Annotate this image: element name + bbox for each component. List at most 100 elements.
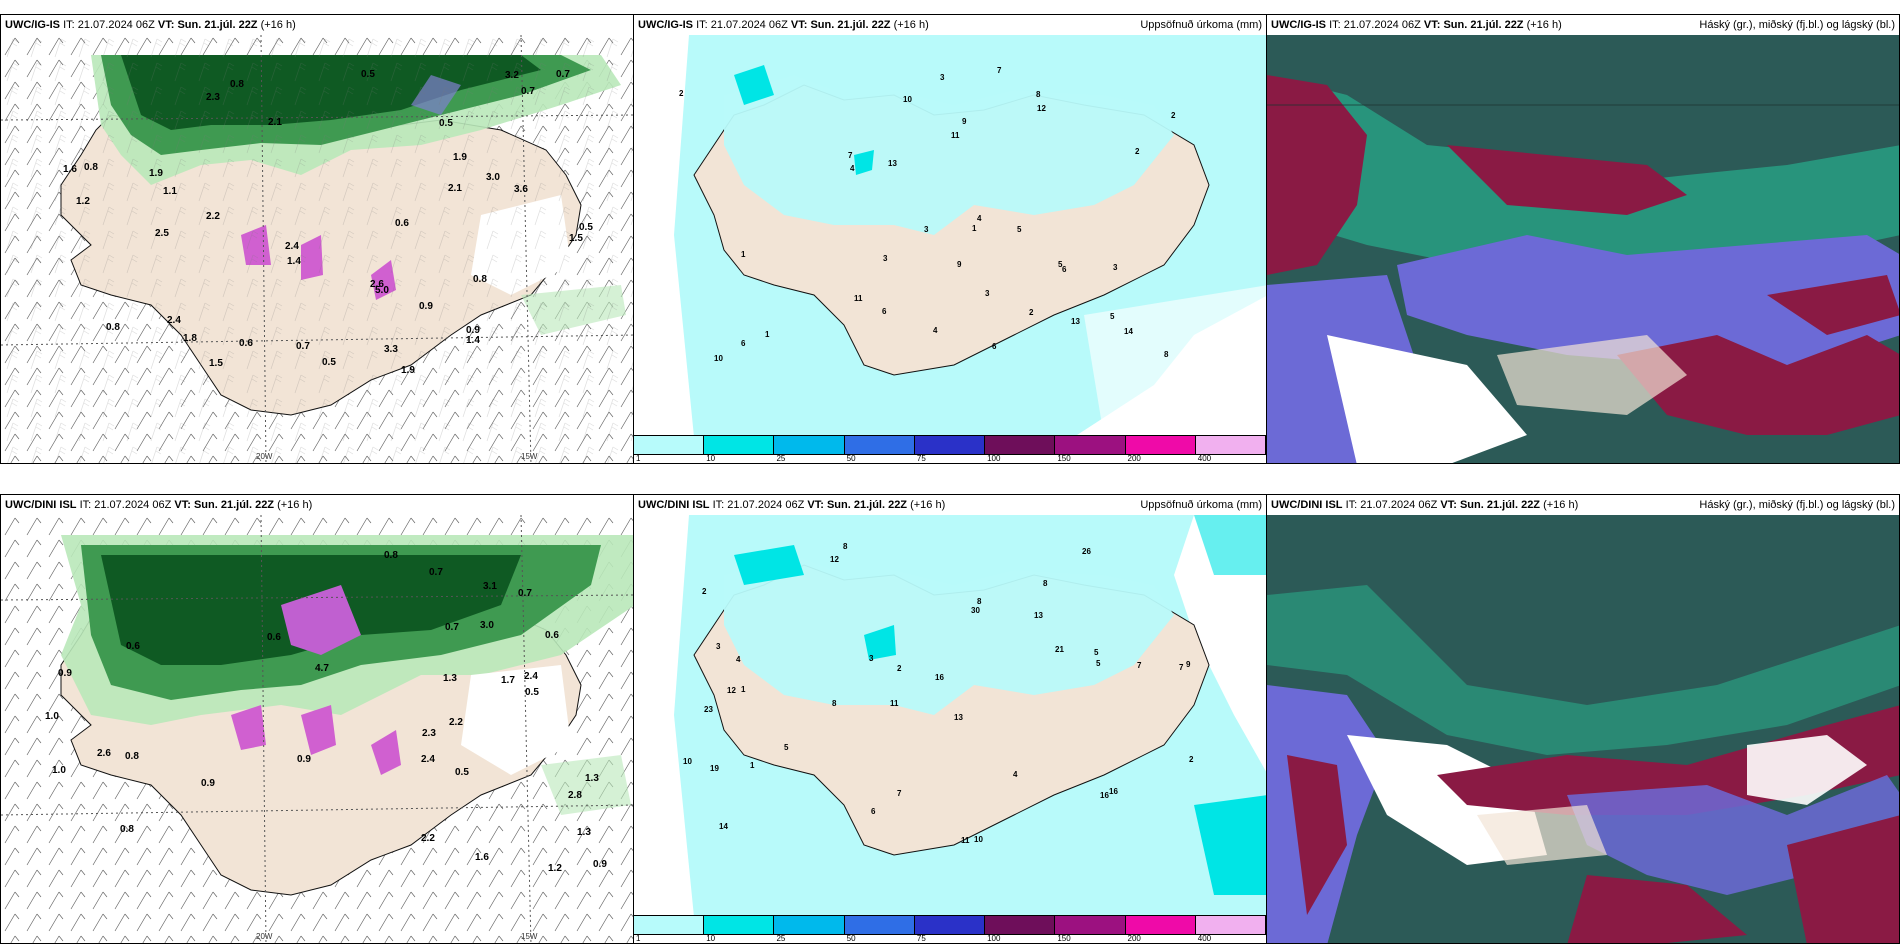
model-name: UWC/IG-IS (5, 19, 60, 31)
map-value-label: 2.3 (206, 92, 220, 103)
valid-time: Sun. 21.júl. 22Z (177, 19, 258, 31)
precip-legend: 1 10 25 50 75 100 150 200 400 (634, 915, 1266, 943)
lon-label-15w: 15W (521, 932, 538, 941)
map-value-label: 1.9 (453, 152, 467, 163)
map-value-label: 2.1 (448, 183, 462, 194)
map-value-label: 2.8 (568, 790, 582, 801)
map-value-label: 2 (1189, 755, 1194, 764)
precip-title: Uppsöfnuð úrkoma (mm) (1140, 499, 1262, 511)
map-value-label: 1.2 (548, 863, 562, 874)
map-value-label: 1 (972, 224, 977, 233)
map-value-label: 8 (1043, 579, 1048, 588)
legend-swatch (1195, 436, 1266, 454)
map-value-label: 2 (679, 89, 684, 98)
map-value-label: 0.9 (201, 778, 215, 789)
map-value-label: 11 (854, 294, 863, 303)
map-value-label: 1.3 (577, 827, 591, 838)
lead-time: (+16 h) (260, 19, 296, 31)
precip-legend: 1 10 25 50 75 100 150 200 400 (634, 435, 1266, 463)
legend-label: 50 (846, 934, 856, 943)
legend-swatch (844, 916, 915, 934)
map-value-label: 11 (890, 699, 899, 708)
precip-title: Uppsöfnuð úrkoma (mm) (1140, 19, 1262, 31)
map-value-label: 1 (765, 330, 770, 339)
panel-header: UWC/DINI ISL IT: 21.07.2024 06Z VT: Sun.… (1267, 495, 1899, 515)
map-area[interactable] (1267, 35, 1899, 463)
map-value-label: 1.6 (63, 164, 77, 175)
map-value-label: 19 (710, 764, 719, 773)
legend-swatch (1125, 436, 1196, 454)
map-value-label: 10 (714, 354, 723, 363)
panel-ig-is-precip: UWC/IG-IS IT: 21.07.2024 06Z VT: Sun. 21… (633, 14, 1267, 464)
legend-label: 75 (916, 934, 926, 943)
map-value-label: 1.6 (475, 852, 489, 863)
legend-label: 10 (706, 934, 716, 943)
map-value-label: 1 (741, 250, 746, 259)
map-value-label: 2.4 (167, 315, 181, 326)
map-value-label: 4 (850, 164, 855, 173)
map-value-label: 0.7 (429, 567, 443, 578)
map-value-label: 5 (1110, 312, 1115, 321)
legend-label: 100 (987, 454, 1001, 463)
legend-label: 1 (636, 934, 641, 943)
map-value-label: 11 (961, 836, 970, 845)
map-canvas: 2.4 1.3 1.7 2.8 2.2 3.0 2.4 4.7 1.3 1.6 2.2 2.3 1.0 0… (1, 515, 633, 943)
legend-swatch (704, 436, 775, 454)
map-area[interactable] (1267, 515, 1899, 943)
lon-label-20w: 20W (256, 452, 273, 461)
legend-label: 25 (776, 934, 786, 943)
map-value-label: 2.6 (370, 279, 384, 290)
panel-dini-wind: UWC/DINI ISL IT: 21.07.2024 06Z VT: Sun.… (0, 494, 634, 944)
map-value-label: 30 (971, 606, 980, 615)
map-value-label: 0.5 (439, 118, 453, 129)
map-value-label: 8 (1164, 350, 1169, 359)
map-value-label: 2 (897, 664, 902, 673)
map-value-label: 13 (1034, 611, 1043, 620)
map-value-label: 4 (1013, 770, 1018, 779)
legend-swatch (914, 916, 986, 934)
map-value-label: 7 (848, 151, 853, 160)
map-area[interactable]: 6 3 4 9 10 7 5 8 13 11 8 4 6 3 2 7 5 1 3 2 2 1 4 5 6 12 13 11 2 3 14 3 9… (634, 35, 1266, 463)
map-value-label: 6 (882, 307, 887, 316)
legend-swatch (704, 916, 775, 934)
map-value-label: 0.6 (545, 630, 559, 641)
map-value-label: 0.8 (473, 274, 487, 285)
map-value-label: 3 (985, 289, 990, 298)
map-canvas: 1.9 2.3 2.4 1.9 3.0 3.3 1.5 2.2 1.4 1.8 0.8 1.6 2.4 2… (1, 35, 633, 463)
panel-dini-clouds: UWC/DINI ISL IT: 21.07.2024 06Z VT: Sun.… (1266, 494, 1900, 944)
map-value-label: 0.9 (419, 301, 433, 312)
map-area[interactable]: 1.9 2.3 2.4 1.9 3.0 3.3 1.5 2.2 1.4 1.8 0.8 1.6 2.4 2… (1, 35, 633, 463)
legend-swatch (1055, 916, 1126, 934)
map-value-label: 4.7 (315, 663, 329, 674)
map-area[interactable]: 8 8 7 11 13 1 2 13 23 30 16 14 12 8 11 10 7 26 21 5 4 12 9 7 10 3… (634, 515, 1266, 943)
map-value-label: 1 (750, 761, 755, 770)
map-value-label: 6 (992, 342, 997, 351)
map-area[interactable]: 2.4 1.3 1.7 2.8 2.2 3.0 2.4 4.7 1.3 1.6 2.2 2.3 1.0 0… (1, 515, 633, 943)
map-value-label: 0.9 (466, 325, 480, 336)
legend-label: 200 (1127, 934, 1141, 943)
legend-swatch (774, 916, 845, 934)
map-value-label: 7 (1137, 661, 1142, 670)
map-value-label: 7 (1179, 663, 1184, 672)
map-value-label: 5 (784, 743, 789, 752)
map-value-label: 0.5 (361, 69, 375, 80)
map-value-label: 5 (1096, 659, 1101, 668)
map-value-label: 9 (1186, 660, 1191, 669)
map-value-label: 13 (888, 159, 897, 168)
legend-swatch (634, 916, 705, 934)
map-value-label: 6 (1062, 265, 1067, 274)
legend-swatch (914, 436, 986, 454)
map-value-label: 0.5 (525, 687, 539, 698)
map-value-label: 8 (977, 597, 982, 606)
map-value-label: 7 (997, 66, 1002, 75)
map-value-label: 5 (1094, 648, 1099, 657)
map-value-label: 2.6 (97, 748, 111, 759)
map-value-label: 0.8 (230, 79, 244, 90)
map-value-label: 13 (954, 713, 963, 722)
map-value-label: 0.7 (556, 69, 570, 80)
map-value-label: 4 (933, 326, 938, 335)
legend-swatch (1055, 436, 1126, 454)
map-value-label: 8 (832, 699, 837, 708)
map-value-label: 3 (924, 225, 929, 234)
legend-colorbar (634, 435, 1266, 455)
